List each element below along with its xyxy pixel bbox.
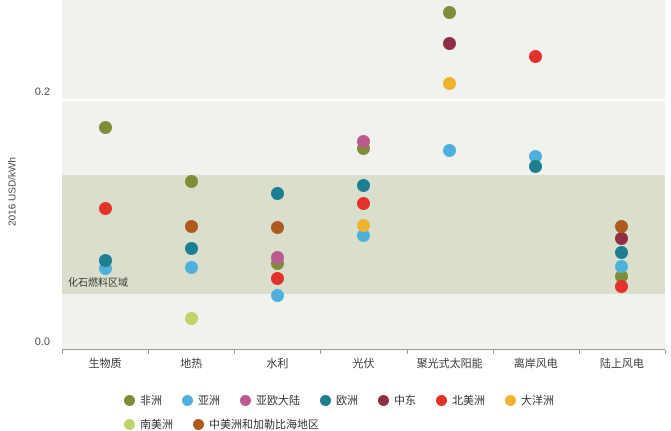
data-point xyxy=(270,251,284,264)
data-point xyxy=(270,272,284,286)
legend-color-dot xyxy=(378,394,389,406)
x-category-label: 光伏 xyxy=(352,358,375,370)
x-category-label: 生物质 xyxy=(88,358,122,370)
data-point xyxy=(443,6,457,19)
data-point xyxy=(529,49,543,63)
legend-label: 南美洲 xyxy=(140,419,173,431)
legend-label: 亚洲 xyxy=(198,395,220,407)
legend-item: 非洲 xyxy=(124,392,162,408)
legend-item: 南美洲 xyxy=(124,416,173,431)
data-point xyxy=(184,261,198,274)
data-point xyxy=(615,219,629,233)
y-tick-label: 0.0 xyxy=(34,336,50,348)
legend-item: 亚洲 xyxy=(182,392,220,408)
legend-item: 大洋洲 xyxy=(505,392,554,408)
data-point xyxy=(184,242,198,256)
data-point xyxy=(270,288,284,302)
legend: 非洲 亚洲 亚欧大陆 欧洲 中东 北美洲 大洋洲 南美洲 中美洲和加勒比海地区 xyxy=(124,392,669,431)
data-point xyxy=(529,159,543,173)
legend-color-dot xyxy=(193,418,204,430)
data-point xyxy=(98,253,112,267)
x-category-label: 地热 xyxy=(180,358,203,370)
data-point xyxy=(98,202,112,216)
x-axis-tick xyxy=(578,350,580,354)
data-point xyxy=(443,37,457,51)
data-point xyxy=(270,187,284,201)
data-point xyxy=(529,149,543,163)
x-axis-tick xyxy=(406,350,408,354)
legend-row: 非洲 亚洲 亚欧大陆 欧洲 中东 北美洲 大洋洲 xyxy=(124,392,669,408)
fossil-fuel-band-label: 化石燃料区域 xyxy=(68,277,128,289)
data-point xyxy=(357,178,370,192)
x-category-label: 离岸风电 xyxy=(513,358,558,370)
legend-label: 中美洲和加勒比海地区 xyxy=(209,419,319,431)
legend-item: 中东 xyxy=(378,392,416,408)
x-axis-tick xyxy=(492,350,494,354)
data-point xyxy=(615,246,629,259)
x-axis-tick xyxy=(665,350,666,354)
data-point xyxy=(443,77,457,91)
data-point xyxy=(357,228,370,242)
legend-label: 非洲 xyxy=(140,395,162,407)
x-axis-tick xyxy=(320,350,322,354)
data-point xyxy=(184,312,198,326)
y-axis-ticks: 0.2 0.0 xyxy=(0,0,58,350)
legend-label: 亚欧大陆 xyxy=(256,395,300,407)
data-point xyxy=(270,221,284,234)
data-point xyxy=(184,219,198,233)
x-axis-tick xyxy=(148,350,150,354)
legend-color-dot xyxy=(124,394,135,406)
data-point xyxy=(615,269,629,283)
data-point xyxy=(357,134,370,148)
x-axis-tick xyxy=(62,350,63,354)
plot-area: 化石燃料区域 xyxy=(62,0,666,354)
x-axis-line xyxy=(62,349,665,350)
x-category-label: 陆上风电 xyxy=(599,358,644,370)
legend-row: 南美洲 中美洲和加勒比海地区 xyxy=(124,416,669,431)
legend-color-dot xyxy=(320,394,331,406)
data-point xyxy=(184,174,198,188)
data-point xyxy=(615,259,629,273)
legend-color-dot xyxy=(124,418,135,430)
legend-label: 北美洲 xyxy=(452,395,485,407)
data-point xyxy=(357,197,370,211)
data-point xyxy=(615,232,629,246)
y-tick-label: 0.2 xyxy=(34,86,50,98)
legend-color-dot xyxy=(505,394,516,406)
gridline-0-2 xyxy=(62,99,665,101)
legend-item: 亚欧大陆 xyxy=(240,392,300,408)
legend-color-dot xyxy=(182,394,193,406)
data-point xyxy=(615,279,629,293)
x-axis-tick xyxy=(234,350,236,354)
legend-item: 中美洲和加勒比海地区 xyxy=(193,416,319,431)
legend-label: 欧洲 xyxy=(336,395,358,407)
legend-label: 中东 xyxy=(394,395,416,407)
legend-label: 大洋洲 xyxy=(521,395,554,407)
legend-color-dot xyxy=(240,394,251,406)
data-point xyxy=(357,218,370,232)
x-category-label: 聚光式太阳能 xyxy=(416,358,483,370)
x-category-label: 水利 xyxy=(266,358,289,370)
x-axis-labels: 生物质 地热 水利 光伏 聚光式太阳能 离岸风电 陆上风电 xyxy=(62,355,665,373)
legend-color-dot xyxy=(436,394,447,406)
data-point xyxy=(443,143,457,157)
legend-item: 欧洲 xyxy=(320,392,358,408)
data-point xyxy=(98,121,112,134)
legend-item: 北美洲 xyxy=(436,392,485,408)
